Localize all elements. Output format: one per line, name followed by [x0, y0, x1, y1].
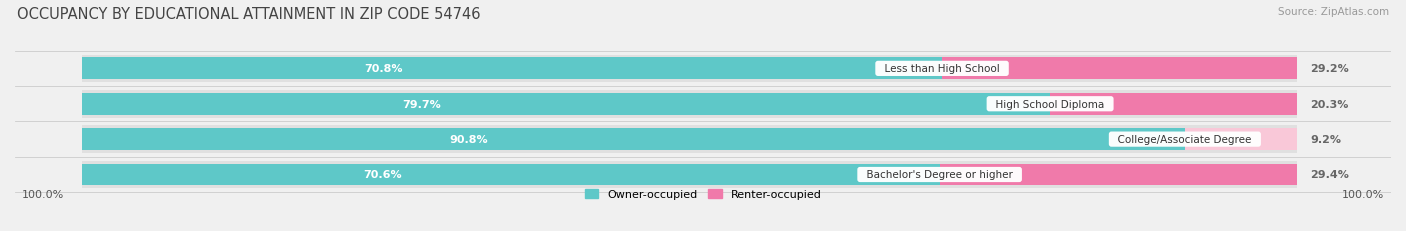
Legend: Owner-occupied, Renter-occupied: Owner-occupied, Renter-occupied — [581, 184, 825, 204]
Text: 9.2%: 9.2% — [1310, 134, 1341, 145]
Text: 20.3%: 20.3% — [1310, 99, 1348, 109]
Bar — [83, 126, 1296, 153]
Text: 79.7%: 79.7% — [402, 99, 440, 109]
Text: Less than High School: Less than High School — [877, 64, 1007, 74]
Text: Bachelor's Degree or higher: Bachelor's Degree or higher — [860, 170, 1019, 180]
Bar — [83, 161, 1296, 188]
Bar — [83, 164, 939, 186]
Bar — [83, 129, 1185, 150]
Bar — [83, 58, 942, 80]
Text: 90.8%: 90.8% — [449, 134, 488, 145]
Text: OCCUPANCY BY EDUCATIONAL ATTAINMENT IN ZIP CODE 54746: OCCUPANCY BY EDUCATIONAL ATTAINMENT IN Z… — [17, 7, 481, 22]
Text: 70.8%: 70.8% — [364, 64, 402, 74]
Text: 100.0%: 100.0% — [1341, 189, 1385, 199]
Text: 100.0%: 100.0% — [21, 189, 65, 199]
Bar — [1050, 93, 1296, 115]
Text: 29.2%: 29.2% — [1310, 64, 1348, 74]
Bar — [1185, 129, 1296, 150]
Text: 29.4%: 29.4% — [1310, 170, 1348, 180]
Bar — [83, 55, 1296, 83]
Text: Source: ZipAtlas.com: Source: ZipAtlas.com — [1278, 7, 1389, 17]
Bar — [942, 58, 1296, 80]
Bar — [83, 91, 1296, 118]
Text: College/Associate Degree: College/Associate Degree — [1111, 134, 1258, 145]
Bar — [939, 164, 1296, 186]
Bar — [83, 93, 1050, 115]
Text: High School Diploma: High School Diploma — [990, 99, 1111, 109]
Text: 70.6%: 70.6% — [363, 170, 402, 180]
